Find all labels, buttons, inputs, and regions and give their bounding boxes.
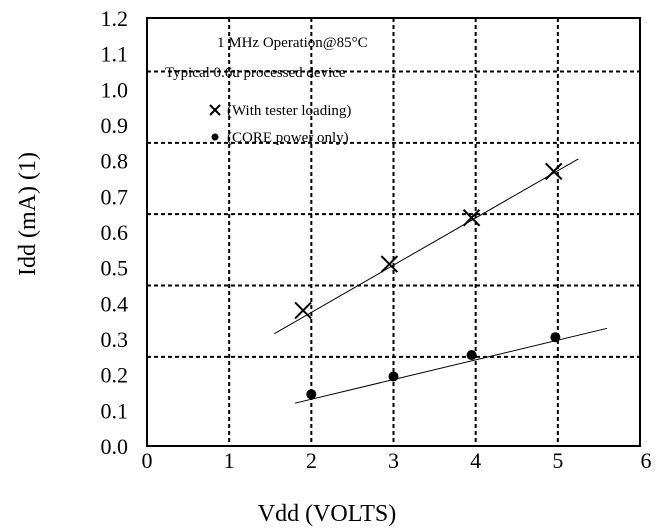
x-tick-label: 0 [142,448,153,473]
y-tick-label: 0.5 [101,256,129,281]
y-tick-label: 0.7 [101,184,129,209]
y-tick-label: 0.6 [101,220,129,245]
x-tick-label: 6 [641,448,652,473]
y-tick-label: 0.0 [101,434,129,459]
point-dot-marker [306,389,317,400]
y-tick-label: 1.2 [101,6,129,31]
x-tick-label: 5 [552,448,563,473]
y-axis-ticks: 0.0 0.1 0.2 0.3 0.4 0.5 0.6 0.7 0.8 0.9 1.0 1.1 1.2 [101,6,129,459]
legend-label-tester-loading: (With tester loading) [227,103,351,119]
y-tick-label: 0.8 [101,149,129,174]
y-tick-label: 0.1 [101,398,129,423]
x-axis-title: Vdd (VOLTS) [258,501,396,527]
y-tick-label: 1.0 [101,77,129,102]
x-tick-label: 1 [224,448,235,473]
x-tick-label: 3 [388,448,399,473]
x-tick-label: 4 [470,448,481,473]
point-x-marker [294,301,312,320]
trendline-series-0 [274,158,579,335]
annotation-device: Typical 0.6u processed device [165,65,346,81]
data-points [294,162,563,400]
point-x-marker [380,255,399,273]
point-x-marker [545,162,563,181]
y-tick-label: 0.3 [101,327,129,352]
annotation-operation: 1 MHz Operation@85°C [217,35,368,51]
y-tick-label: 0.9 [101,113,129,138]
point-dot-marker [466,350,477,361]
grid-layer [147,18,640,446]
x-tick-label: 2 [306,448,317,473]
legend-label-core-power: (CORE power only) [227,130,349,146]
legend-marker-x [209,104,221,116]
trendline-series-1 [294,327,608,404]
point-dot-marker [388,371,399,382]
legend-marker-dot [211,133,219,141]
y-tick-label: 1.1 [101,42,129,67]
point-dot-marker [550,332,561,343]
y-tick-label: 0.4 [101,291,129,316]
y-tick-label: 0.2 [101,363,129,388]
y-axis-title: Idd (mA) (1) [15,152,41,276]
point-x-marker [462,209,481,227]
plot-frame [146,17,641,447]
x-axis-ticks: 0 1 2 3 4 5 6 [142,448,652,473]
legend: (With tester loading) (CORE power only) [209,103,351,146]
